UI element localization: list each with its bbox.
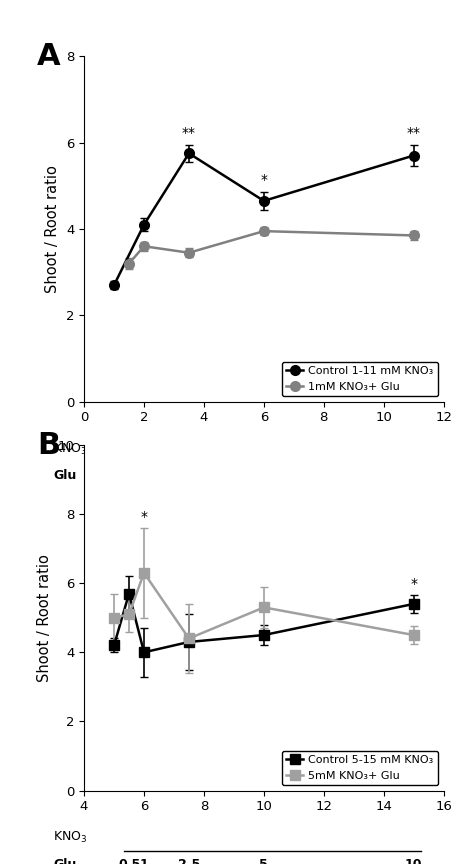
Text: 1: 1 <box>140 469 149 482</box>
Text: KNO$_3$: KNO$_3$ <box>54 830 88 845</box>
Text: 2.5: 2.5 <box>178 858 200 864</box>
Text: 2.5: 2.5 <box>178 469 200 482</box>
Text: 0.5: 0.5 <box>118 469 140 482</box>
Text: *: * <box>410 577 417 591</box>
Legend: Control 5-15 mM KNO₃, 5mM KNO₃+ Glu: Control 5-15 mM KNO₃, 5mM KNO₃+ Glu <box>282 751 438 785</box>
Text: 0.5: 0.5 <box>118 858 140 864</box>
Text: 10: 10 <box>405 858 423 864</box>
Text: Glu: Glu <box>54 858 77 864</box>
Y-axis label: Shoot / Root ratio: Shoot / Root ratio <box>37 554 52 682</box>
Text: 5: 5 <box>260 469 268 482</box>
Text: B: B <box>37 431 60 461</box>
Text: KNO$_3$: KNO$_3$ <box>54 442 88 456</box>
Text: *: * <box>261 173 267 187</box>
Text: 10: 10 <box>405 469 423 482</box>
Text: Glu: Glu <box>54 469 77 482</box>
Text: + 1mM  KNO₃: + 1mM KNO₃ <box>221 497 307 510</box>
Text: **: ** <box>182 125 196 139</box>
Text: 1: 1 <box>140 858 149 864</box>
Text: **: ** <box>407 125 421 139</box>
Text: A: A <box>37 42 61 72</box>
Text: External concentrations (mM): External concentrations (mM) <box>136 524 392 539</box>
Text: *: * <box>141 510 148 524</box>
Legend: Control 1-11 mM KNO₃, 1mM KNO₃+ Glu: Control 1-11 mM KNO₃, 1mM KNO₃+ Glu <box>282 362 438 397</box>
Y-axis label: Shoot / Root ratio: Shoot / Root ratio <box>45 165 60 293</box>
Text: 5: 5 <box>260 858 268 864</box>
